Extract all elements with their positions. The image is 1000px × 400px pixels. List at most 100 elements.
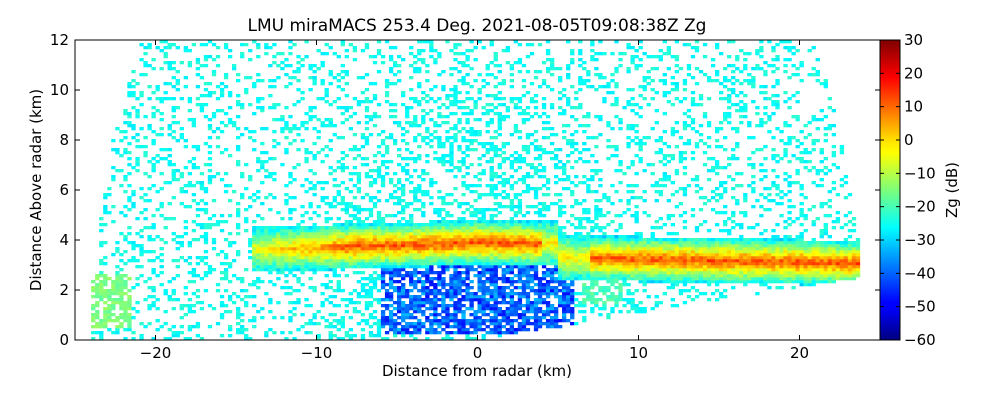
reflectivity-cell	[566, 253, 571, 257]
reflectivity-cell	[622, 262, 627, 266]
reflectivity-cell	[465, 166, 470, 170]
reflectivity-cell	[469, 292, 474, 296]
reflectivity-cell	[590, 154, 595, 158]
reflectivity-cell	[364, 322, 370, 326]
reflectivity-cell	[256, 97, 261, 101]
reflectivity-cell	[578, 235, 583, 239]
reflectivity-cell	[610, 310, 615, 314]
reflectivity-cell	[143, 172, 148, 176]
reflectivity-cell	[445, 97, 450, 101]
reflectivity-cell	[215, 223, 221, 227]
reflectivity-cell	[155, 46, 160, 50]
reflectivity-cell	[497, 133, 502, 137]
reflectivity-cell	[236, 307, 241, 311]
reflectivity-cell	[441, 163, 446, 167]
reflectivity-cell	[372, 124, 378, 128]
reflectivity-cell	[308, 229, 313, 233]
reflectivity-cell	[421, 115, 426, 119]
reflectivity-cell	[409, 313, 414, 317]
reflectivity-cell	[441, 307, 446, 311]
reflectivity-cell	[252, 250, 257, 254]
reflectivity-cell	[231, 241, 237, 245]
reflectivity-cell	[441, 157, 446, 161]
reflectivity-cell	[260, 256, 265, 260]
reflectivity-cell	[135, 133, 140, 137]
reflectivity-cell	[316, 268, 321, 272]
reflectivity-cell	[481, 226, 486, 230]
reflectivity-cell	[421, 292, 426, 296]
reflectivity-cell	[139, 274, 144, 278]
reflectivity-cell	[449, 232, 454, 236]
reflectivity-cell	[614, 295, 619, 299]
reflectivity-cell	[252, 244, 257, 248]
reflectivity-cell	[336, 322, 341, 326]
reflectivity-cell	[630, 46, 635, 50]
radar-reflectivity-cells	[91, 40, 861, 340]
reflectivity-cell	[445, 232, 450, 236]
reflectivity-cell	[316, 226, 321, 230]
reflectivity-cell	[578, 82, 583, 86]
reflectivity-cell	[155, 190, 160, 194]
reflectivity-cell	[501, 277, 506, 281]
reflectivity-cell	[517, 136, 523, 140]
reflectivity-cell	[533, 241, 539, 245]
reflectivity-cell	[481, 295, 486, 299]
reflectivity-cell	[614, 154, 619, 158]
reflectivity-cell	[529, 259, 535, 263]
reflectivity-cell	[268, 253, 273, 257]
reflectivity-cell	[626, 238, 631, 242]
reflectivity-cell	[630, 250, 635, 254]
reflectivity-cell	[545, 244, 551, 248]
reflectivity-cell	[135, 301, 140, 305]
reflectivity-cell	[405, 247, 410, 251]
reflectivity-cell	[634, 253, 639, 257]
reflectivity-cell	[405, 274, 410, 278]
reflectivity-cell	[558, 238, 563, 242]
reflectivity-cell	[203, 223, 209, 227]
reflectivity-cell	[159, 325, 164, 329]
reflectivity-cell	[219, 229, 225, 233]
reflectivity-cell	[529, 262, 535, 266]
reflectivity-cell	[570, 292, 575, 296]
reflectivity-cell	[505, 268, 510, 272]
reflectivity-cell	[521, 235, 527, 239]
reflectivity-cell	[501, 274, 506, 278]
reflectivity-cell	[525, 235, 531, 239]
reflectivity-cell	[288, 271, 293, 275]
reflectivity-cell	[268, 268, 273, 272]
reflectivity-cell	[489, 259, 494, 263]
reflectivity-cell	[316, 262, 321, 266]
reflectivity-cell	[529, 163, 535, 167]
reflectivity-cell	[489, 328, 494, 332]
reflectivity-cell	[288, 115, 293, 119]
reflectivity-cell	[103, 196, 108, 200]
reflectivity-cell	[590, 241, 595, 245]
reflectivity-cell	[187, 304, 193, 308]
reflectivity-cell	[256, 241, 261, 245]
reflectivity-cell	[473, 295, 478, 299]
reflectivity-cell	[469, 220, 474, 224]
reflectivity-cell	[598, 133, 603, 137]
reflectivity-cell	[598, 178, 603, 182]
reflectivity-cell	[521, 94, 527, 98]
reflectivity-cell	[533, 244, 539, 248]
reflectivity-cell	[461, 310, 466, 314]
reflectivity-cell	[413, 322, 418, 326]
reflectivity-cell	[461, 175, 466, 179]
reflectivity-cell	[558, 76, 563, 80]
reflectivity-cell	[405, 256, 410, 260]
reflectivity-cell	[513, 331, 519, 335]
reflectivity-cell	[199, 337, 205, 340]
reflectivity-cell	[356, 190, 362, 194]
reflectivity-cell	[131, 136, 136, 140]
reflectivity-cell	[231, 121, 237, 125]
reflectivity-cell	[501, 172, 506, 176]
reflectivity-cell	[521, 328, 527, 332]
reflectivity-cell	[606, 280, 611, 284]
reflectivity-cell	[537, 238, 543, 242]
reflectivity-cell	[461, 295, 466, 299]
reflectivity-cell	[545, 289, 551, 293]
reflectivity-cell	[203, 232, 209, 236]
reflectivity-cell	[171, 97, 176, 101]
reflectivity-cell	[549, 250, 555, 254]
